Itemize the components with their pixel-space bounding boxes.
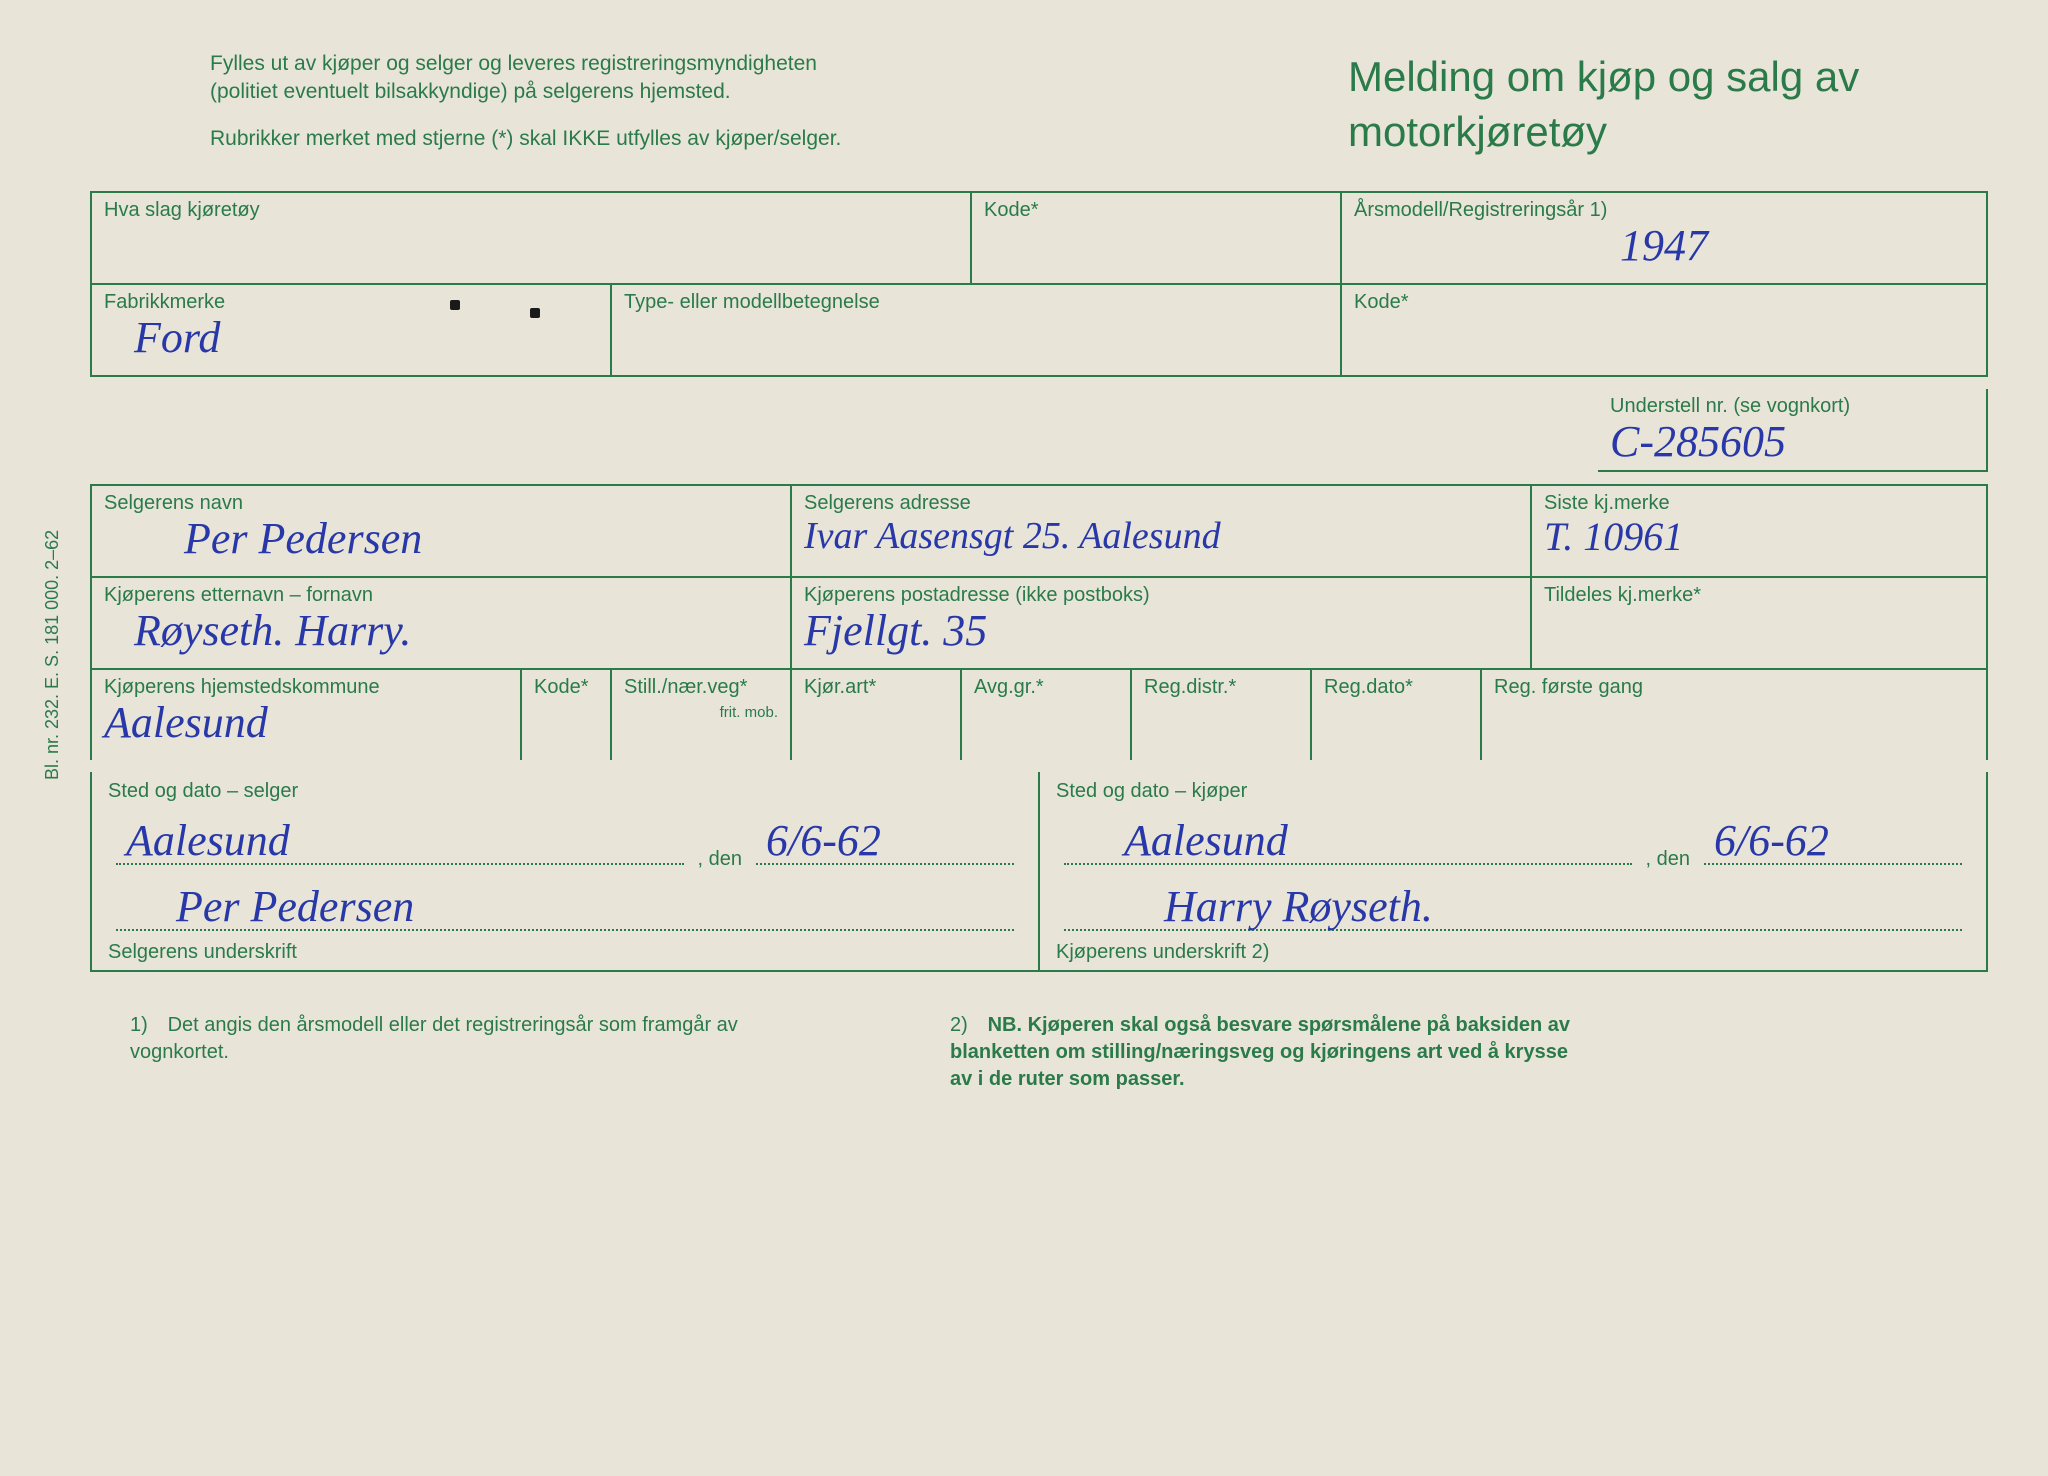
table-row: Kjøperens etternavn – fornavn Røyseth. H… bbox=[92, 578, 1986, 670]
cell-buyer-addr: Kjøperens postadresse (ikke postboks) Fj… bbox=[792, 578, 1532, 668]
header: Fylles ut av kjøper og selger og leveres… bbox=[90, 50, 1988, 171]
sublabel: frit. mob. bbox=[624, 705, 778, 722]
value: Ford bbox=[104, 316, 598, 360]
vehicle-table: Hva slag kjøretøy Kode* Årsmodell/Regist… bbox=[90, 191, 1988, 377]
buyer-signature: Harry Røyseth. bbox=[1164, 885, 1433, 929]
label: Sted og dato – selger bbox=[108, 780, 1022, 803]
label: Selgerens underskrift bbox=[108, 941, 1022, 964]
cell-year: Årsmodell/Registreringsår 1) 1947 bbox=[1342, 193, 1986, 283]
seller-signature: Per Pedersen bbox=[176, 885, 414, 929]
cell-make: Fabrikkmerke Ford bbox=[92, 285, 612, 375]
value: Røyseth. Harry. bbox=[104, 609, 778, 653]
cell-assigned-plate: Tildeles kj.merke* bbox=[1532, 578, 1986, 668]
label: Kjøperens etternavn – fornavn bbox=[104, 584, 778, 607]
label: Kode* bbox=[1354, 291, 1974, 314]
label: Understell nr. (se vognkort) bbox=[1610, 395, 1974, 418]
table-row: Hva slag kjøretøy Kode* Årsmodell/Regist… bbox=[92, 193, 1986, 285]
buyer-date: 6/6-62 bbox=[1714, 819, 1829, 863]
label: Kode* bbox=[984, 199, 1328, 222]
value: C-285605 bbox=[1610, 420, 1974, 464]
party-table: Selgerens navn Per Pedersen Selgerens ad… bbox=[90, 484, 1988, 760]
cell-regdistr: Reg.distr.* bbox=[1132, 670, 1312, 760]
seller-place: Aalesund bbox=[126, 819, 290, 863]
label: Avg.gr.* bbox=[974, 676, 1118, 699]
value: Ivar Aasensgt 25. Aalesund bbox=[804, 517, 1518, 555]
footnote-num: 1) bbox=[130, 1012, 162, 1039]
label: Selgerens adresse bbox=[804, 492, 1518, 515]
signature-section: Sted og dato – selger Aalesund , den 6/6… bbox=[90, 772, 1988, 972]
cell-vehicle-type: Hva slag kjøretøy bbox=[92, 193, 972, 283]
label: Fabrikkmerke bbox=[104, 291, 598, 314]
footnote-text: Det angis den årsmodell eller det regist… bbox=[130, 1014, 738, 1063]
form-id-sidetext: Bl. nr. 232. E. S. 181 000. 2–62 bbox=[42, 530, 63, 780]
label: Still./nær.veg* bbox=[624, 676, 778, 699]
label: Kjøperens postadresse (ikke postboks) bbox=[804, 584, 1518, 607]
value: 1947 bbox=[1354, 224, 1974, 268]
den-label: , den bbox=[698, 848, 742, 871]
signature-line: Per Pedersen bbox=[108, 881, 1022, 931]
buyer-signature-block: Sted og dato – kjøper Aalesund , den 6/6… bbox=[1040, 772, 1986, 970]
table-row: Fabrikkmerke Ford Type- eller modellbete… bbox=[92, 285, 1986, 375]
cell-model: Type- eller modellbetegnelse bbox=[612, 285, 1342, 375]
value: T. 10961 bbox=[1544, 517, 1974, 557]
cell-seller-addr: Selgerens adresse Ivar Aasensgt 25. Aale… bbox=[792, 486, 1532, 576]
value: Aalesund bbox=[104, 701, 508, 745]
label: Reg.dato* bbox=[1324, 676, 1468, 699]
instruction-p1: Fylles ut av kjøper og selger og leveres… bbox=[210, 50, 850, 107]
label: Kjøperens hjemstedskommune bbox=[104, 676, 508, 699]
footnote-2: 2) NB. Kjøperen skal også besvare spørsm… bbox=[950, 1012, 1590, 1093]
buyer-place: Aalesund bbox=[1124, 819, 1288, 863]
footnote-text: Kjøperen skal også besvare spørsmålene p… bbox=[950, 1014, 1570, 1090]
label: Kjør.art* bbox=[804, 676, 948, 699]
label: Hva slag kjøretøy bbox=[104, 199, 958, 222]
label: Sted og dato – kjøper bbox=[1056, 780, 1970, 803]
cell-buyer-name: Kjøperens etternavn – fornavn Røyseth. H… bbox=[92, 578, 792, 668]
cell-kode: Kode* bbox=[972, 193, 1342, 283]
label: Type- eller modellbetegnelse bbox=[624, 291, 1328, 314]
seller-signature-block: Sted og dato – selger Aalesund , den 6/6… bbox=[92, 772, 1040, 970]
instruction-p2: Rubrikker merket med stjerne (*) skal IK… bbox=[210, 125, 850, 153]
table-row: Kjøperens hjemstedskommune Aalesund Kode… bbox=[92, 670, 1986, 760]
document-form: Fylles ut av kjøper og selger og leveres… bbox=[0, 0, 2048, 1476]
cell-last-plate: Siste kj.merke T. 10961 bbox=[1532, 486, 1986, 576]
place-date-line: Aalesund , den 6/6-62 bbox=[1056, 815, 1970, 871]
instructions: Fylles ut av kjøper og selger og leveres… bbox=[210, 50, 850, 171]
footnotes: 1) Det angis den årsmodell eller det reg… bbox=[90, 1012, 1988, 1093]
cell-regfirst: Reg. første gang bbox=[1482, 670, 1986, 760]
label: Kode* bbox=[534, 676, 598, 699]
table-row: Selgerens navn Per Pedersen Selgerens ad… bbox=[92, 486, 1986, 578]
footnote-num: 2) bbox=[950, 1012, 982, 1039]
cell-kjorart: Kjør.art* bbox=[792, 670, 962, 760]
label: Kjøperens underskrift 2) bbox=[1056, 941, 1970, 964]
cell-regdato: Reg.dato* bbox=[1312, 670, 1482, 760]
cell-kode3: Kode* bbox=[522, 670, 612, 760]
value: Per Pedersen bbox=[104, 517, 778, 561]
label: Reg. første gang bbox=[1494, 676, 1974, 699]
cell-buyer-muni: Kjøperens hjemstedskommune Aalesund bbox=[92, 670, 522, 760]
cell-chassis: Understell nr. (se vognkort) C-285605 bbox=[1598, 389, 1988, 472]
place-date-line: Aalesund , den 6/6-62 bbox=[108, 815, 1022, 871]
label: Siste kj.merke bbox=[1544, 492, 1974, 515]
label: Selgerens navn bbox=[104, 492, 778, 515]
cell-seller-name: Selgerens navn Per Pedersen bbox=[92, 486, 792, 576]
den-label: , den bbox=[1646, 848, 1690, 871]
form-title: Melding om kjøp og salg av motorkjøretøy bbox=[1348, 50, 1968, 171]
cell-still: Still./nær.veg* frit. mob. bbox=[612, 670, 792, 760]
cell-avggr: Avg.gr.* bbox=[962, 670, 1132, 760]
footnote-1: 1) Det angis den årsmodell eller det reg… bbox=[130, 1012, 770, 1093]
value: Fjellgt. 35 bbox=[804, 609, 1518, 653]
signature-line: Harry Røyseth. bbox=[1056, 881, 1970, 931]
label: Årsmodell/Registreringsår 1) bbox=[1354, 199, 1974, 222]
cell-kode2: Kode* bbox=[1342, 285, 1986, 375]
seller-date: 6/6-62 bbox=[766, 819, 881, 863]
footnote-nb: NB. bbox=[988, 1014, 1022, 1036]
label: Reg.distr.* bbox=[1144, 676, 1298, 699]
label: Tildeles kj.merke* bbox=[1544, 584, 1974, 607]
